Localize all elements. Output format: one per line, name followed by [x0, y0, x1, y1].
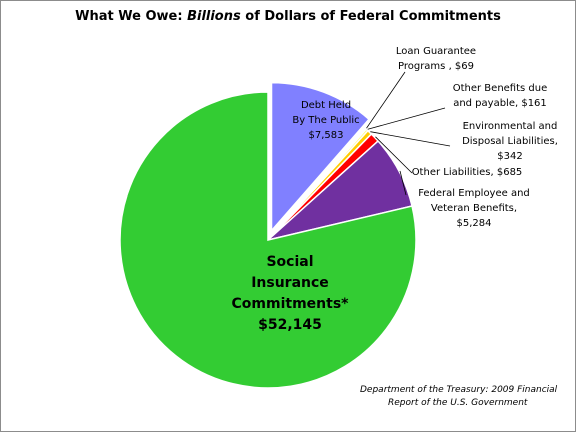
- slice-label-loan-guarantee-programs: Loan Guarantee Programs , $69: [396, 46, 476, 72]
- leader-line-other-liabilities: [375, 136, 413, 174]
- slice-label-line: Veteran Benefits,: [431, 203, 517, 214]
- leader-line-other-benefits-due-and-payable: [367, 107, 446, 130]
- slice-label-line: Other Benefits due: [453, 83, 548, 94]
- chart-title: What We Owe: Billions of Dollars of Fede…: [0, 9, 576, 24]
- slice-label-line: Debt Held: [301, 100, 351, 111]
- title-prefix: What We Owe:: [75, 9, 188, 24]
- slice-labels: Debt Held By The Public $7,583 Loan Guarant…: [232, 46, 558, 333]
- leader-lines: [366, 71, 451, 196]
- slice-label-line: $342: [497, 151, 522, 162]
- slice-label-line: and payable, $161: [453, 98, 547, 109]
- slice-label-federal-employee-and-veteran-benefits: Federal Employee and Veteran Benefits, $5,…: [418, 188, 530, 229]
- slice-label-line: Disposal Liabilities,: [462, 136, 558, 147]
- pie-slice-social-insurance-commitments: [119, 91, 417, 389]
- slice-label-line: Social: [266, 254, 313, 270]
- pie-slice-debt-held-by-the-public: [270, 81, 371, 233]
- title-suffix: of Dollars of Federal Commitments: [240, 9, 501, 24]
- slice-label-line: $5,284: [457, 218, 492, 229]
- pie-slices: [119, 81, 417, 389]
- slice-label-line: Insurance: [251, 275, 329, 291]
- slice-label-debt-held-by-the-public: Debt Held By The Public $7,583: [292, 100, 359, 141]
- slice-label-line: Federal Employee and: [418, 188, 530, 199]
- slice-label-other-benefits-due-and-payable: Other Benefits due and payable, $161: [453, 83, 548, 109]
- slice-label-other-liabilities: Other Liabilities, $685: [412, 167, 523, 178]
- leader-line-loan-guarantee-programs: [366, 71, 406, 129]
- slice-label-environmental-and-disposal-liabilities: Environmental and Disposal Liabilities, $3…: [462, 121, 558, 162]
- slice-label-line: $52,145: [258, 317, 322, 333]
- title-emphasis: Billions: [187, 9, 241, 24]
- slice-label-line: Other Liabilities, $685: [412, 167, 523, 178]
- slice-label-line: By The Public: [292, 115, 359, 126]
- leader-line-federal-employee-and-veteran-benefits: [399, 170, 407, 196]
- slice-label-line: Commitments*: [232, 296, 350, 312]
- slice-label-line: $7,583: [309, 130, 344, 141]
- slice-label-line: Programs , $69: [398, 61, 474, 72]
- source-note: Department of the Treasury: 2009 Financi…: [360, 384, 570, 410]
- slice-label-social-insurance-commitments: Social Insurance Commitments* $52,145: [232, 254, 350, 333]
- source-line-1: Department of the Treasury: 2009 Financi…: [360, 385, 558, 395]
- leader-line-environmental-and-disposal-liabilities: [370, 131, 451, 147]
- slice-label-line: Environmental and: [463, 121, 558, 132]
- source-line-2: Report of the U.S. Government: [388, 398, 528, 408]
- slice-label-line: Loan Guarantee: [396, 46, 476, 57]
